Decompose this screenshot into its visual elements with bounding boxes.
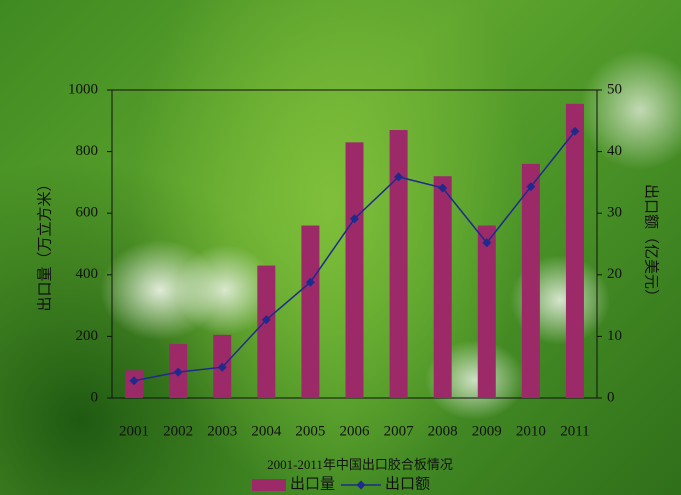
x-tick-label: 2003 (207, 423, 237, 439)
y-axis-title: 出口量（万立方米） (36, 176, 53, 311)
legend-swatch (252, 479, 286, 491)
bar (565, 103, 584, 399)
x-tick-label: 2006 (340, 423, 371, 439)
bar (433, 176, 452, 398)
bar (257, 265, 276, 398)
bar (521, 163, 540, 398)
line-marker (129, 376, 139, 386)
bar (301, 225, 320, 398)
line-marker (394, 172, 404, 182)
legend-swatch-marker (356, 480, 366, 490)
line-marker (570, 126, 580, 136)
x-tick-label: 2005 (295, 423, 325, 439)
y2-tick-label: 30 (607, 205, 622, 221)
y2-tick-label: 0 (607, 389, 615, 405)
y-tick-label: 600 (76, 205, 99, 221)
bar (389, 130, 408, 399)
line-marker (305, 277, 315, 287)
y2-tick-label: 20 (607, 266, 622, 282)
line-marker (350, 214, 359, 224)
y2-tick-label: 50 (607, 81, 622, 97)
y-tick-label: 1000 (68, 81, 98, 97)
line-marker (217, 362, 227, 372)
line-marker (482, 238, 492, 248)
x-tick-label: 2011 (560, 423, 589, 439)
y-tick-label: 200 (76, 328, 99, 344)
x-tick-label: 2009 (472, 423, 502, 439)
y2-tick-label: 40 (607, 143, 622, 159)
bar (345, 142, 364, 398)
legend-label: 出口量 (290, 475, 335, 492)
x-tick-label: 2004 (251, 423, 282, 439)
y2-tick-label: 10 (607, 328, 622, 344)
x-tick-label: 2008 (428, 423, 458, 439)
x-tick-label: 2010 (516, 423, 546, 439)
chart-title: 2001-2011年中国出口胶合板情况 (267, 457, 453, 472)
legend-label: 出口额 (385, 475, 430, 492)
line-marker (261, 315, 271, 325)
y-tick-label: 800 (76, 143, 99, 159)
x-tick-label: 2002 (163, 423, 193, 439)
x-tick-label: 2007 (384, 423, 415, 439)
line-marker (438, 183, 448, 193)
y-tick-label: 400 (76, 266, 99, 282)
x-tick-label: 2001 (119, 423, 149, 439)
bar (477, 225, 496, 398)
line-marker (173, 367, 183, 377)
y-tick-label: 0 (91, 389, 99, 405)
line-marker (526, 182, 536, 192)
y2-axis-title: 出口额（亿美元） (643, 184, 660, 304)
